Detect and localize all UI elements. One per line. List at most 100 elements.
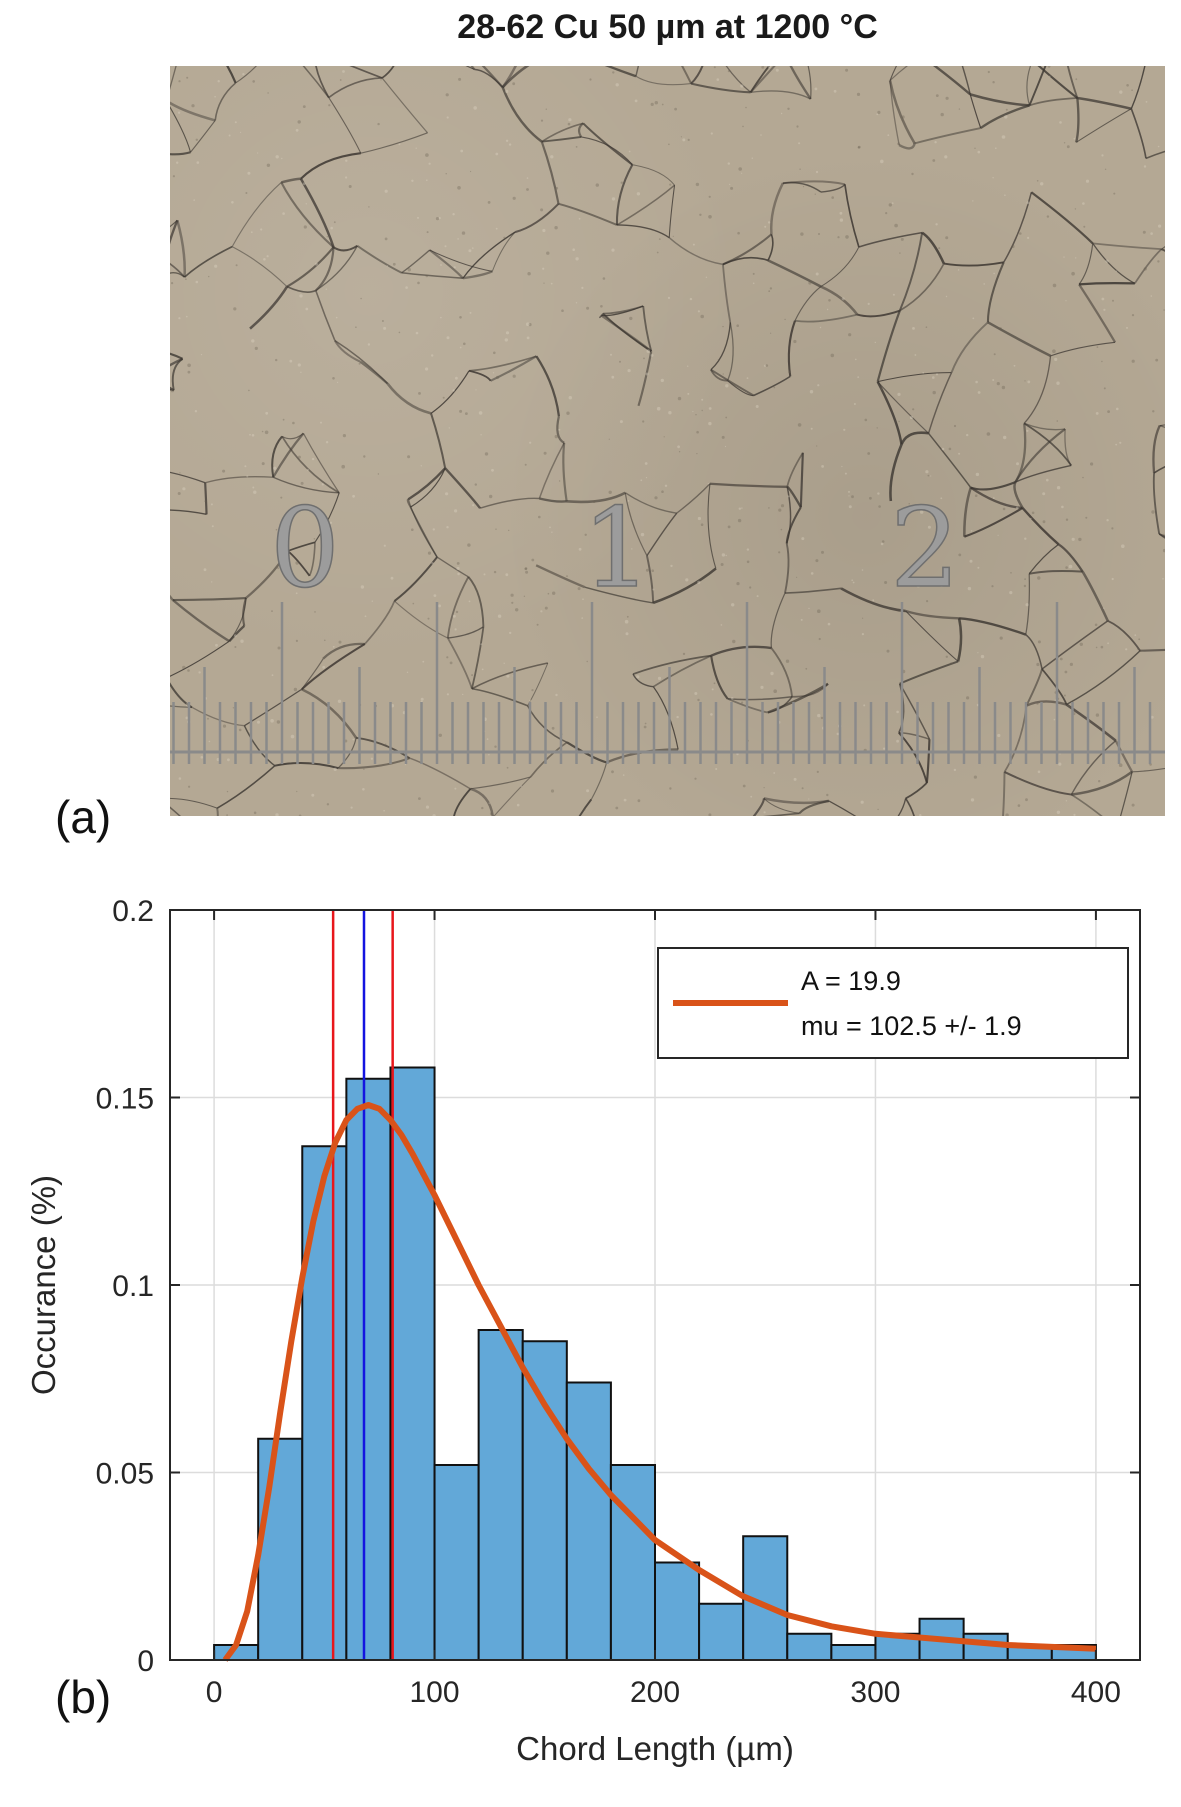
grain-boundary	[471, 626, 485, 689]
grain-boundary	[474, 68, 504, 88]
histogram-bar	[477, 1329, 524, 1661]
grain-boundary	[535, 564, 586, 589]
grain-boundary	[1081, 570, 1109, 622]
grain-boundary	[727, 695, 793, 701]
texture-speckle	[338, 640, 342, 644]
texture-speckle	[966, 433, 969, 437]
texture-speckle	[575, 302, 578, 304]
texture-speckle	[1005, 108, 1008, 111]
texture-speckle	[622, 774, 625, 776]
texture-speckle	[1036, 702, 1039, 705]
texture-speckle	[880, 542, 884, 546]
grain-boundary	[334, 340, 362, 363]
texture-speckle	[645, 568, 649, 572]
texture-speckle	[661, 103, 664, 106]
histogram-bar	[301, 1145, 348, 1661]
texture-speckle	[480, 643, 483, 646]
grain-boundary	[1158, 533, 1165, 538]
texture-speckle	[488, 802, 490, 804]
histogram-bar	[389, 1066, 436, 1661]
texture-speckle	[805, 667, 808, 670]
texture-speckle	[654, 496, 658, 500]
grain-boundary	[172, 599, 230, 643]
texture-speckle	[266, 163, 271, 167]
texture-speckle	[512, 82, 516, 86]
texture-speckle	[555, 693, 558, 697]
texture-speckle	[1096, 346, 1099, 348]
texture-speckle	[170, 389, 174, 393]
grain-boundary	[302, 433, 340, 494]
texture-speckle	[701, 398, 704, 401]
texture-speckle	[360, 585, 365, 589]
texture-speckle	[986, 432, 991, 436]
texture-speckle	[460, 149, 464, 153]
texture-speckle	[796, 576, 798, 578]
texture-speckle	[650, 354, 654, 357]
texture-speckle	[329, 521, 333, 524]
texture-speckle	[1078, 537, 1082, 542]
grain-boundary	[1130, 66, 1146, 109]
texture-speckle	[489, 812, 493, 816]
texture-speckle	[992, 81, 995, 84]
texture-speckle	[737, 231, 740, 235]
texture-speckle	[558, 480, 561, 482]
texture-speckle	[970, 798, 975, 802]
texture-speckle	[861, 633, 865, 636]
grain-boundary	[1003, 192, 1033, 263]
texture-speckle	[536, 623, 539, 626]
grain-boundary	[898, 143, 916, 150]
texture-speckle	[292, 421, 295, 425]
x-tick-label: 0	[206, 1676, 223, 1709]
texture-speckle	[801, 537, 805, 541]
texture-speckle	[872, 599, 875, 602]
grain-boundary	[301, 643, 366, 690]
grain-boundary	[616, 224, 670, 239]
texture-speckle	[452, 614, 456, 618]
texture-speckle	[503, 236, 506, 239]
texture-speckle	[880, 387, 883, 391]
texture-speckle	[818, 233, 820, 235]
texture-speckle	[505, 331, 510, 335]
texture-speckle	[1085, 179, 1090, 183]
texture-speckle	[876, 113, 879, 116]
texture-speckle	[896, 710, 899, 714]
texture-speckle	[651, 569, 654, 572]
grain-boundary	[322, 642, 365, 660]
texture-speckle	[619, 360, 621, 363]
texture-speckle	[977, 150, 981, 154]
texture-speckle	[793, 339, 797, 344]
texture-speckle	[194, 410, 198, 413]
texture-speckle	[656, 251, 659, 254]
grain-boundary	[1013, 481, 1024, 509]
texture-speckle	[497, 614, 502, 618]
texture-speckle	[945, 655, 948, 658]
texture-speckle	[677, 445, 680, 449]
grain-boundary	[624, 492, 648, 556]
texture-speckle	[1100, 645, 1104, 649]
texture-speckle	[652, 588, 655, 591]
texture-speckle	[687, 392, 690, 395]
texture-speckle	[1004, 194, 1006, 196]
texture-speckle	[454, 509, 458, 513]
texture-speckle	[427, 551, 432, 555]
grain-boundary	[1070, 740, 1117, 795]
texture-speckle	[1011, 244, 1015, 249]
texture-speckle	[814, 87, 818, 91]
texture-speckle	[620, 181, 623, 184]
grain-boundary	[501, 86, 543, 143]
texture-speckle	[696, 430, 699, 434]
grain-boundary	[468, 369, 492, 382]
texture-speckle	[452, 213, 455, 216]
grain-boundary	[393, 556, 438, 602]
texture-speckle	[465, 412, 468, 415]
grain-boundary	[360, 132, 428, 154]
texture-speckle	[722, 325, 724, 328]
texture-speckle	[526, 322, 530, 327]
texture-speckle	[1013, 364, 1016, 367]
texture-speckle	[305, 203, 307, 205]
texture-speckle	[819, 326, 822, 329]
texture-speckle	[768, 290, 771, 293]
texture-speckle	[668, 411, 672, 415]
texture-speckle	[426, 179, 428, 181]
texture-speckle	[377, 473, 380, 475]
